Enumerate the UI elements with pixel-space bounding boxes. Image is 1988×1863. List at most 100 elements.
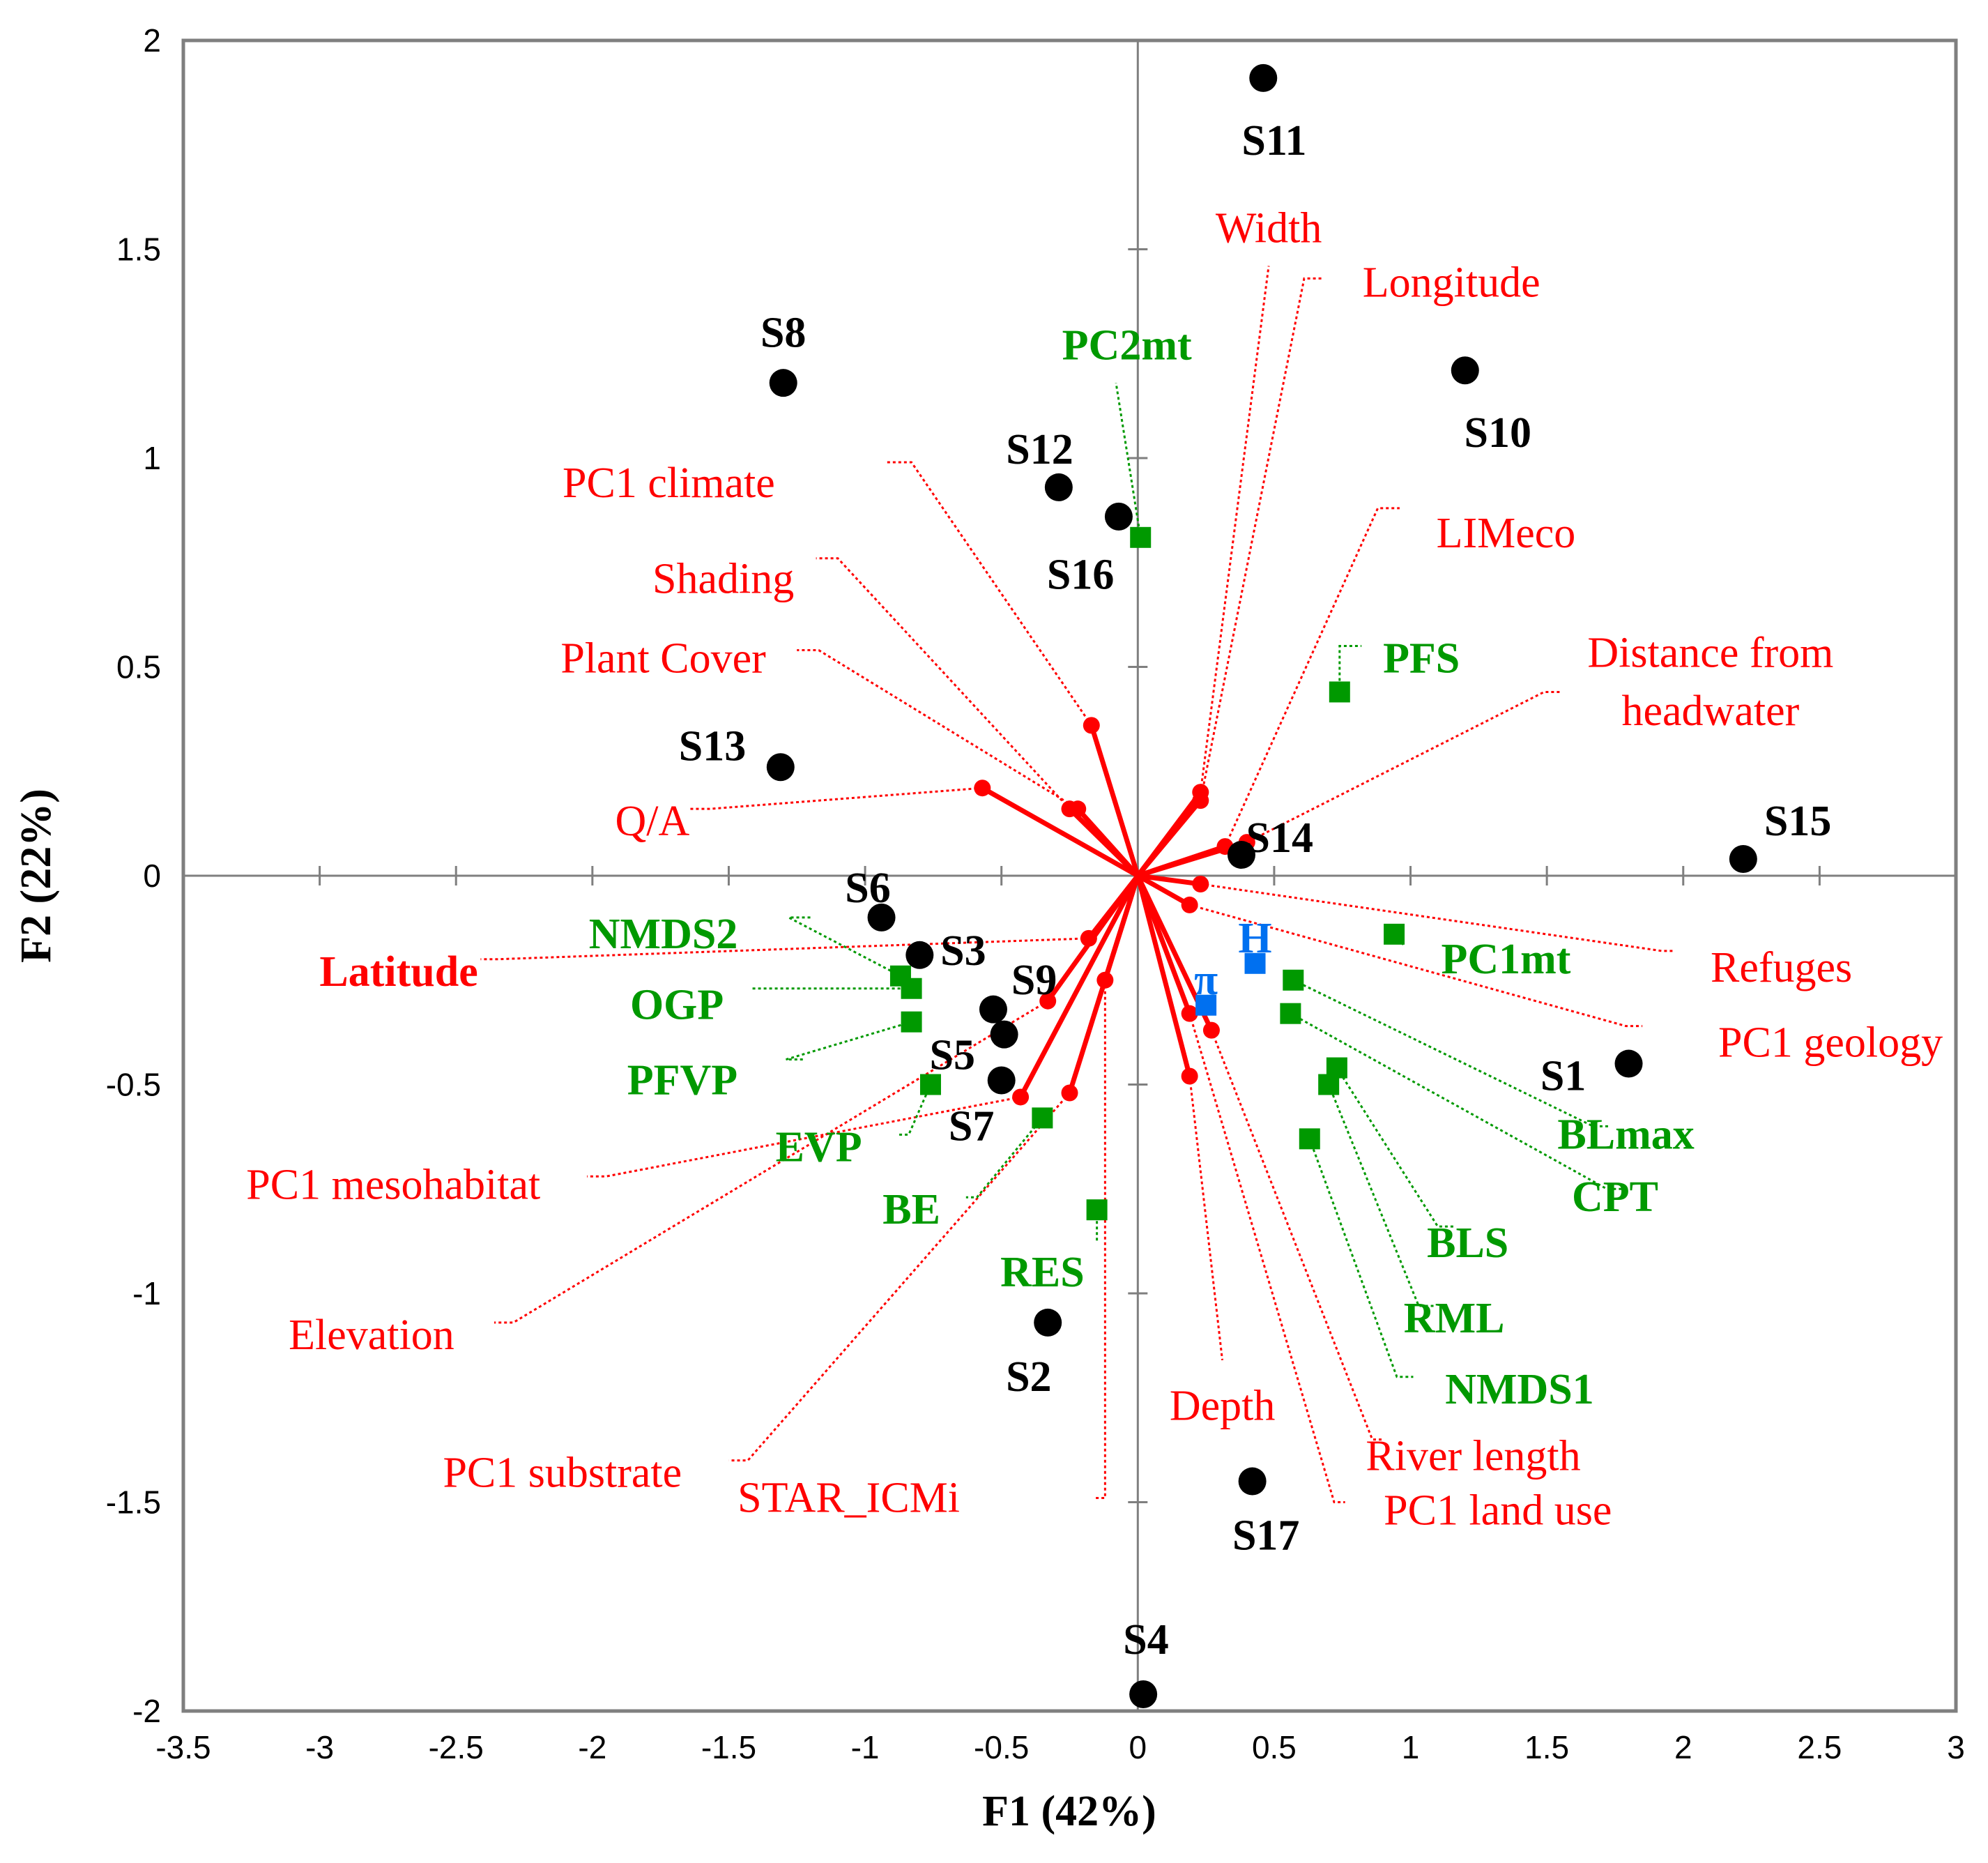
env-pc1-mesohabitat-vector bbox=[1018, 874, 1140, 1099]
bio-blmax-marker bbox=[1283, 969, 1304, 991]
bio-pfvp-label: PFVP bbox=[627, 1057, 737, 1104]
x-tick-label: -2.5 bbox=[429, 1729, 484, 1765]
env-pc1-geology-label: PC1 geology bbox=[1718, 1019, 1943, 1067]
bio-bls-leader-line bbox=[1336, 1067, 1455, 1228]
bio-be-leader-line bbox=[965, 1117, 1043, 1199]
env-plant-cover-label: Plant Cover bbox=[560, 635, 766, 683]
site-s15-label: S15 bbox=[1764, 798, 1831, 845]
env-pc1-climate-vector-tip bbox=[1083, 717, 1100, 734]
x-tick-label: -1 bbox=[851, 1729, 880, 1765]
site-s8-label: S8 bbox=[760, 309, 806, 356]
plot-frame bbox=[181, 38, 1958, 1713]
x-tick-label: -1.5 bbox=[701, 1729, 756, 1765]
env-star-icmi-vector bbox=[1103, 874, 1140, 981]
site-s15-point bbox=[1729, 845, 1757, 874]
bio-pfs-leader-line bbox=[1338, 645, 1362, 692]
bio-bls-label: BLS bbox=[1427, 1219, 1508, 1267]
div-h-label: H bbox=[1238, 915, 1271, 962]
env-latitude-label: Latitude bbox=[319, 948, 477, 996]
site-s17-label: S17 bbox=[1232, 1512, 1299, 1559]
env-pc1-substrate-leader-line bbox=[728, 1092, 1071, 1462]
bio-pc2mt-label: PC2mt bbox=[1062, 321, 1192, 369]
site-s7-point bbox=[987, 1066, 1016, 1095]
site-s5-label: S5 bbox=[930, 1032, 975, 1079]
y-tick-label: -2 bbox=[132, 1693, 161, 1729]
bio-pfvp-leader-line bbox=[786, 1021, 912, 1061]
env-elevation-vector bbox=[1046, 874, 1140, 1003]
site-s9-label: S9 bbox=[1011, 957, 1057, 1004]
env-river-length-vector-tip bbox=[1202, 1021, 1220, 1039]
bio-pfs-label: PFS bbox=[1383, 635, 1460, 683]
site-s8-point bbox=[769, 369, 797, 397]
env-depth-vector-tip bbox=[1181, 1067, 1198, 1085]
y-axis-title: F2 (22%) bbox=[13, 789, 60, 963]
bio-nmds2-label: NMDS2 bbox=[589, 911, 738, 958]
env-pc1-land-use-label: PC1 land use bbox=[1384, 1486, 1612, 1534]
site-s7-label: S7 bbox=[949, 1102, 994, 1150]
env-pc1-substrate-label: PC1 substrate bbox=[443, 1450, 682, 1497]
site-s12-point bbox=[1044, 473, 1073, 501]
bio-res-label: RES bbox=[1000, 1249, 1085, 1296]
site-s10-label: S10 bbox=[1464, 409, 1531, 457]
env-pc1-substrate-vector-tip bbox=[1061, 1084, 1078, 1102]
env-pc1-climate-label: PC1 climate bbox=[563, 459, 775, 507]
env-elevation-label: Elevation bbox=[289, 1311, 454, 1359]
bio-res-marker bbox=[1086, 1199, 1108, 1221]
env-distance-from-headwater-vector bbox=[1137, 839, 1248, 879]
bio-nmds1-leader-line bbox=[1308, 1138, 1414, 1378]
x-tick-label: 2.5 bbox=[1797, 1729, 1842, 1765]
x-tick-label: 2 bbox=[1674, 1729, 1692, 1765]
env-pc1-geology-vector-tip bbox=[1181, 896, 1198, 913]
bio-pfs-marker bbox=[1329, 681, 1350, 703]
x-tick-label: -3.5 bbox=[155, 1729, 211, 1765]
bio-rml-marker bbox=[1318, 1074, 1340, 1095]
leader-lines-layer bbox=[480, 266, 1676, 1503]
site-s12-label: S12 bbox=[1006, 426, 1073, 473]
bio-blmax-label: BLmax bbox=[1557, 1111, 1694, 1158]
bio-pc1mt-label: PC1mt bbox=[1441, 936, 1570, 983]
x-tick-label: 1 bbox=[1402, 1729, 1420, 1765]
y-tick-label: 0 bbox=[143, 858, 161, 894]
site-s17-point bbox=[1238, 1467, 1267, 1496]
env-depth-vector bbox=[1135, 875, 1193, 1077]
bio-ogp-label: OGP bbox=[630, 982, 724, 1029]
div-pi-marker bbox=[1195, 994, 1217, 1016]
div-h-marker bbox=[1244, 952, 1266, 974]
x-tick-label: 1.5 bbox=[1524, 1729, 1569, 1765]
bio-nmds2-leader-line bbox=[788, 916, 901, 978]
env-pc1-mesohabitat-vector-tip bbox=[1012, 1088, 1030, 1106]
x-tick-label: -3 bbox=[305, 1729, 334, 1765]
bio-nmds1-marker bbox=[1299, 1128, 1320, 1150]
env-plant-cover-vector bbox=[1076, 807, 1140, 878]
env-pc1-land-use-vector-tip bbox=[1181, 1005, 1198, 1022]
env-shading-leader-line bbox=[816, 557, 1071, 810]
site-s16-point bbox=[1104, 502, 1133, 531]
env-pc1-geology-vector bbox=[1136, 873, 1191, 907]
env-longitude-vector-tip bbox=[1192, 792, 1209, 809]
env-longitude-vector bbox=[1136, 798, 1202, 878]
site-s2-point bbox=[1034, 1308, 1062, 1337]
bio-nmds1-label: NMDS1 bbox=[1445, 1366, 1594, 1413]
env-pc1-land-use-leader-line bbox=[1188, 1013, 1345, 1503]
bio-ogp-marker bbox=[901, 978, 922, 999]
env-width-label: Width bbox=[1216, 205, 1322, 252]
site-s1-label: S1 bbox=[1540, 1053, 1586, 1100]
env-refuges-label: Refuges bbox=[1711, 944, 1852, 991]
site-s6-label: S6 bbox=[845, 865, 890, 912]
bio-pc2mt-marker bbox=[1130, 526, 1152, 548]
bio-be-marker bbox=[1032, 1107, 1053, 1129]
x-tick-label: 3 bbox=[1947, 1729, 1965, 1765]
env-q-a-vector-tip bbox=[974, 780, 991, 797]
points-layer bbox=[766, 63, 1757, 1709]
env-width-leader-line bbox=[1199, 266, 1270, 793]
env-pc1-mesohabitat-leader-line bbox=[587, 1095, 1021, 1178]
env-q-a-label: Q/A bbox=[615, 798, 690, 845]
site-s3-label: S3 bbox=[940, 927, 986, 975]
env-star-icmi-label: STAR_ICMi bbox=[737, 1475, 960, 1522]
env-pc1-climate-vector bbox=[1089, 724, 1140, 877]
site-s10-point bbox=[1451, 356, 1479, 385]
y-tick-label: -1 bbox=[132, 1275, 161, 1311]
bio-rml-leader-line bbox=[1327, 1083, 1435, 1307]
bio-evp-label: EVP bbox=[776, 1123, 862, 1171]
env-river-length-leader-line bbox=[1210, 1030, 1384, 1441]
